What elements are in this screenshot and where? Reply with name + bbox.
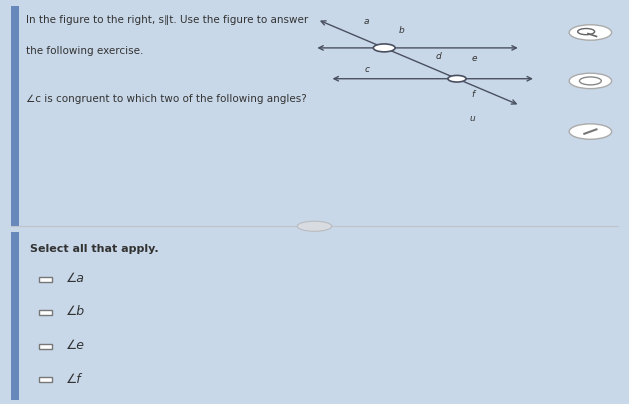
Text: ∠b: ∠b xyxy=(66,305,85,318)
Circle shape xyxy=(569,25,611,40)
Text: ∠a: ∠a xyxy=(66,272,85,285)
Text: u: u xyxy=(469,114,475,123)
Text: Select all that apply.: Select all that apply. xyxy=(30,244,158,254)
Text: ∠c is congruent to which two of the following angles?: ∠c is congruent to which two of the foll… xyxy=(26,94,307,104)
Text: c: c xyxy=(365,65,370,74)
Text: b: b xyxy=(398,26,404,35)
Bar xyxy=(38,344,52,349)
Circle shape xyxy=(448,76,466,82)
Text: d: d xyxy=(436,52,442,61)
Bar xyxy=(38,277,52,282)
Circle shape xyxy=(569,73,611,88)
Bar xyxy=(11,6,19,226)
Bar xyxy=(11,232,19,400)
Circle shape xyxy=(374,44,395,52)
Bar xyxy=(38,377,52,382)
Text: ∠f: ∠f xyxy=(66,372,82,385)
Text: the following exercise.: the following exercise. xyxy=(26,46,144,56)
Text: In the figure to the right, s∥t. Use the figure to answer: In the figure to the right, s∥t. Use the… xyxy=(26,15,309,25)
Text: ∠e: ∠e xyxy=(66,339,85,352)
Text: f: f xyxy=(471,90,474,99)
Bar xyxy=(38,310,52,315)
Circle shape xyxy=(569,124,611,139)
Text: a: a xyxy=(364,17,369,26)
Text: e: e xyxy=(471,55,477,63)
